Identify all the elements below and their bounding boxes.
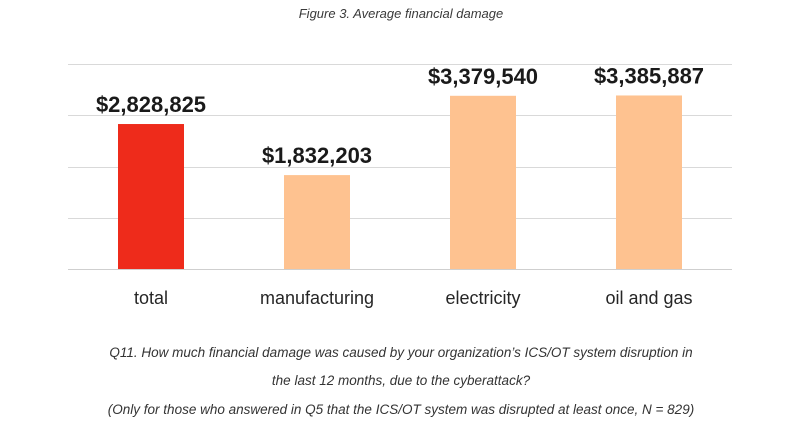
value-label: $3,379,540 [428,64,538,89]
chart-title: Figure 3. Average financial damage [298,6,504,21]
value-label: $1,832,203 [262,143,372,168]
bars [118,95,682,269]
bar-electricity [450,95,516,269]
category-label: manufacturing [260,288,374,308]
value-labels: $2,828,825 $1,832,203 $3,379,540 $3,385,887 [96,63,704,168]
caption-note: (Only for those who answered in Q5 that … [107,402,695,417]
bar-chart: $2,828,825 $1,832,203 $3,379,540 $3,385,887… [68,63,732,308]
category-labels: total manufacturing electricity oil and gas [134,288,693,308]
value-label: $2,828,825 [96,92,206,117]
bar-oil-and-gas [616,95,682,269]
category-label: total [134,288,168,308]
value-label: $3,385,887 [594,63,704,88]
category-label: electricity [445,288,520,308]
caption-question-continued: the last 12 months, due to the cyberatta… [271,373,531,388]
bar-manufacturing [284,175,350,269]
caption-question: Q11. How much financial damage was cause… [109,345,693,360]
category-label: oil and gas [605,288,692,308]
bar-total [118,124,184,269]
